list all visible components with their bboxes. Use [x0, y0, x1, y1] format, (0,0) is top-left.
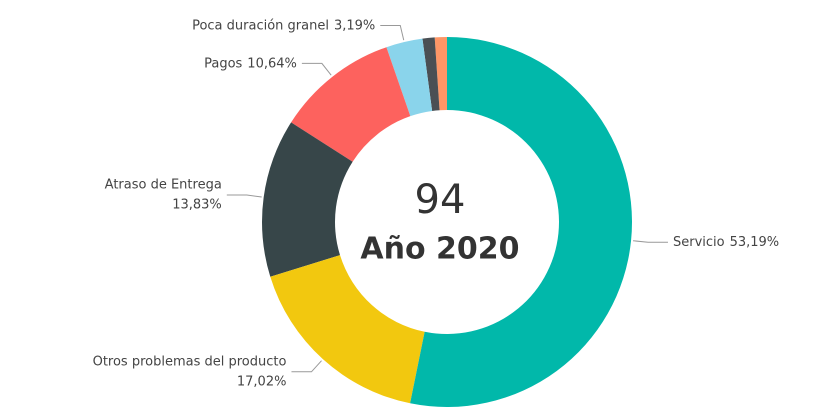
- slice: [422, 37, 440, 111]
- slice: [410, 37, 632, 407]
- slice: [270, 255, 425, 404]
- leader-line: [633, 240, 668, 243]
- slice-label: Poca duración granel: [192, 18, 329, 33]
- slice-label: Otros problemas del producto: [93, 354, 287, 369]
- slice: [262, 122, 353, 277]
- slice-label: Atraso de Entrega: [105, 178, 222, 193]
- slice-label-group: Servicio 53,19%: [673, 235, 779, 250]
- slice: [291, 47, 411, 162]
- slice-value-label: 13,83%: [172, 198, 222, 213]
- leader-line: [226, 194, 262, 198]
- slice-value-label: 53,19%: [730, 235, 780, 250]
- center-value: 94: [415, 177, 466, 223]
- slice-value-label: 17,02%: [237, 374, 287, 389]
- leader-line: [380, 24, 405, 41]
- slice-value-label: 10,64%: [247, 56, 297, 71]
- slice-value-label: 3,19%: [334, 18, 375, 33]
- slice: [434, 37, 447, 111]
- leader-line: [291, 360, 322, 373]
- slice-label: Servicio: [673, 235, 725, 250]
- leader-line: [301, 62, 332, 76]
- slice-label: Pagos: [204, 56, 242, 71]
- slice-label-group: Pagos 10,64%: [204, 56, 297, 71]
- slice-label-group: Poca duración granel 3,19%: [192, 18, 375, 33]
- center-label: Año 2020: [360, 232, 519, 267]
- slice: [386, 38, 433, 117]
